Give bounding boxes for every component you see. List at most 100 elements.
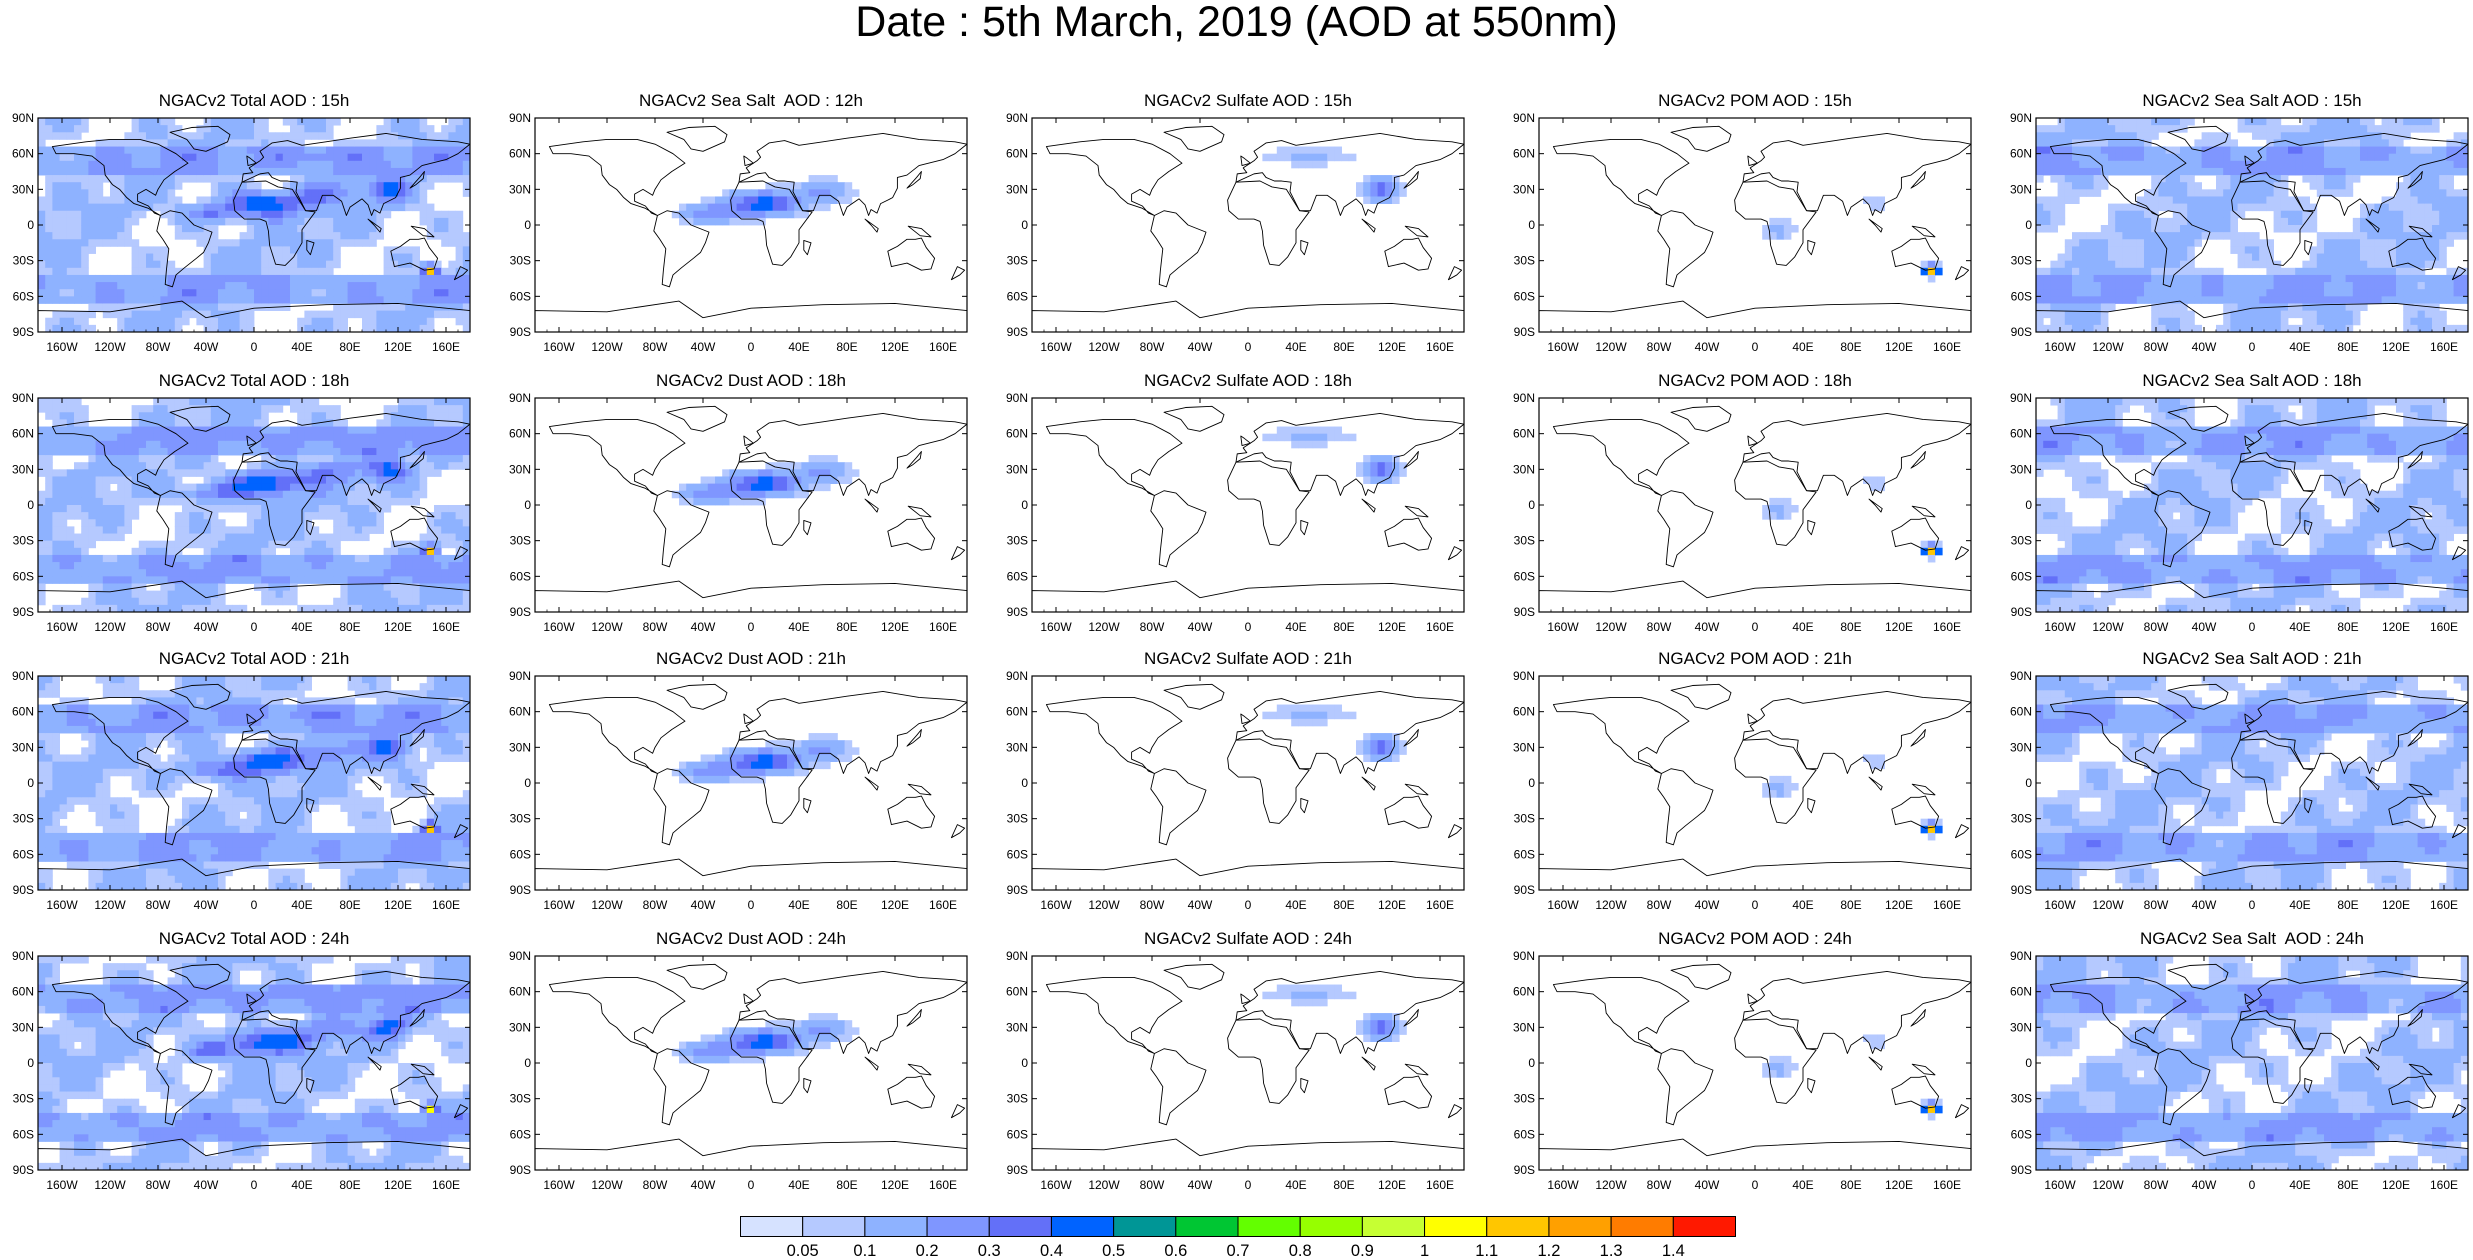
lon-tick-label: 120E	[1885, 1178, 1913, 1192]
lat-tick-label: 60N	[1513, 705, 1535, 719]
lat-tick-label: 30S	[2011, 1092, 2032, 1106]
lat-tick-label: 30S	[510, 254, 531, 268]
lat-tick-label: 60S	[2011, 289, 2032, 303]
lon-tick-label: 80W	[146, 340, 171, 354]
lat-tick-label: 0	[524, 218, 531, 232]
coastlines	[1539, 963, 1971, 1170]
lon-tick-label: 160E	[1933, 620, 1961, 634]
lon-tick-label: 80E	[1840, 898, 1861, 912]
lat-tick-label: 60N	[1006, 705, 1028, 719]
aod-map: 90N 60N 30N 0 30S 60S 90S 160W 120W 80W 40W 0 40E 80E…	[1006, 949, 1465, 1192]
aod-map: 90N 60N 30N 0 30S 60S 90S 160W 120W 80W 40W 0 40E 80E…	[12, 949, 471, 1192]
lon-tick-label: 160W	[46, 898, 78, 912]
lat-tick-label: 90N	[1513, 669, 1535, 683]
lon-tick-label: 80W	[1647, 898, 1672, 912]
map-panel: NGACv2 Total AOD : 21h 90N 60N 30N 0 30S 60S 90…	[0, 650, 478, 924]
map-panel: NGACv2 Total AOD : 15h 90N 60N 30N 0 30S 60S 90…	[0, 92, 478, 366]
lon-tick-label: 40W	[2192, 1178, 2217, 1192]
lon-tick-label: 160W	[2044, 340, 2076, 354]
coastlines	[38, 683, 470, 890]
lat-tick-label: 30N	[1006, 462, 1028, 476]
lon-tick-label: 160W	[543, 898, 575, 912]
lon-tick-label: 160W	[1040, 340, 1072, 354]
lon-tick-label: 120W	[1088, 898, 1120, 912]
coastlines	[535, 963, 967, 1170]
map-frame	[1538, 117, 1972, 333]
coastlines	[535, 125, 967, 332]
lon-tick-label: 160W	[46, 340, 78, 354]
lon-tick-label: 0	[1245, 1178, 1252, 1192]
lon-tick-label: 160W	[543, 620, 575, 634]
map-panel: NGACv2 POM AOD : 24h 90N 60N 30N 0 30S 60S 90S 1…	[1501, 930, 1979, 1204]
map-panel: NGACv2 Sea Salt AOD : 18h 90N 60N 30N 0 30S 60…	[1998, 372, 2473, 646]
lon-tick-label: 160E	[929, 340, 957, 354]
aod-map: 90N 60N 30N 0 30S 60S 90S 160W 120W 80W 40W 0 40E 80E…	[1513, 391, 1972, 634]
lon-tick-label: 120W	[1595, 620, 1627, 634]
lat-tick-label: 30N	[1006, 740, 1028, 754]
lat-tick-label: 90N	[2010, 669, 2032, 683]
colorbar-label: 0.1	[853, 1242, 876, 1260]
lat-tick-label: 30S	[2011, 254, 2032, 268]
coastlines	[1032, 963, 1464, 1170]
colorbar-label: 0.3	[978, 1242, 1001, 1260]
aod-field	[671, 733, 860, 784]
lon-tick-label: 80W	[1140, 898, 1165, 912]
lat-tick-label: 60N	[2010, 985, 2032, 999]
aod-map: 90N 60N 30N 0 30S 60S 90S 160W 120W 80W 40W 0 40E 80E…	[12, 669, 471, 912]
lon-tick-label: 40E	[788, 340, 809, 354]
lon-tick-label: 0	[748, 340, 755, 354]
panel-title: NGACv2 POM AOD : 21h	[1658, 649, 1852, 668]
lat-tick-label: 60S	[2011, 569, 2032, 583]
lat-tick-label: 30N	[2010, 182, 2032, 196]
lon-tick-label: 0	[1752, 340, 1759, 354]
lon-tick-label: 160E	[929, 620, 957, 634]
colorbar-swatch	[1486, 1216, 1550, 1237]
lon-tick-label: 80W	[1140, 620, 1165, 634]
lat-tick-label: 0	[1528, 498, 1535, 512]
figure-title: Date : 5th March, 2019 (AOD at 550nm)	[855, 0, 1618, 46]
lon-tick-label: 0	[2249, 898, 2256, 912]
lon-tick-label: 0	[251, 340, 258, 354]
colorbar-label: 1	[1420, 1242, 1429, 1260]
lon-tick-label: 80E	[836, 340, 857, 354]
map-panel: NGACv2 Total AOD : 24h 90N 60N 30N 0 30S 60S 90…	[0, 930, 478, 1204]
aod-map: 90N 60N 30N 0 30S 60S 90S 160W 120W 80W 40W 0 40E 80E…	[1513, 949, 1972, 1192]
lon-tick-label: 40W	[1188, 620, 1213, 634]
lon-tick-label: 120W	[591, 898, 623, 912]
lon-tick-label: 80E	[339, 1178, 360, 1192]
lon-tick-label: 40W	[194, 620, 219, 634]
lon-tick-label: 80W	[643, 340, 668, 354]
aod-field	[1262, 984, 1407, 1042]
lon-tick-label: 0	[1245, 620, 1252, 634]
lat-tick-label: 60S	[1514, 289, 1535, 303]
lon-tick-label: 120E	[2382, 620, 2410, 634]
aod-field	[38, 676, 470, 890]
lat-tick-label: 60S	[13, 569, 34, 583]
lat-tick-label: 60S	[510, 847, 531, 861]
lat-tick-label: 90S	[510, 883, 531, 897]
lat-tick-label: 90N	[1513, 949, 1535, 963]
lat-tick-label: 60N	[1513, 985, 1535, 999]
lat-tick-label: 60N	[2010, 147, 2032, 161]
lat-tick-label: 30N	[12, 740, 34, 754]
colorbar-swatch	[1672, 1216, 1736, 1237]
lat-tick-label: 30S	[1007, 254, 1028, 268]
lat-tick-label: 60N	[2010, 705, 2032, 719]
lon-tick-label: 80W	[2144, 898, 2169, 912]
lat-tick-label: 90S	[2011, 1163, 2032, 1177]
lon-tick-label: 160E	[1426, 1178, 1454, 1192]
map-panel: NGACv2 Sulfate AOD : 18h 90N 60N 30N 0 30S 60S…	[994, 372, 1472, 646]
lon-tick-label: 80W	[2144, 340, 2169, 354]
lat-tick-label: 60S	[13, 1127, 34, 1141]
lat-tick-label: 60N	[509, 147, 531, 161]
lon-tick-label: 120E	[2382, 898, 2410, 912]
lon-tick-label: 120W	[94, 898, 126, 912]
colorbar-swatch	[802, 1216, 866, 1237]
colorbar-label: 0.6	[1164, 1242, 1187, 1260]
lat-tick-label: 30S	[1007, 812, 1028, 826]
aod-map: 90N 60N 30N 0 30S 60S 90S 160W 120W 80W 40W 0 40E 80E…	[1006, 669, 1465, 912]
coastlines	[2036, 125, 2468, 332]
lon-tick-label: 160W	[46, 1178, 78, 1192]
lat-tick-label: 90N	[2010, 949, 2032, 963]
lat-tick-label: 60S	[1514, 847, 1535, 861]
